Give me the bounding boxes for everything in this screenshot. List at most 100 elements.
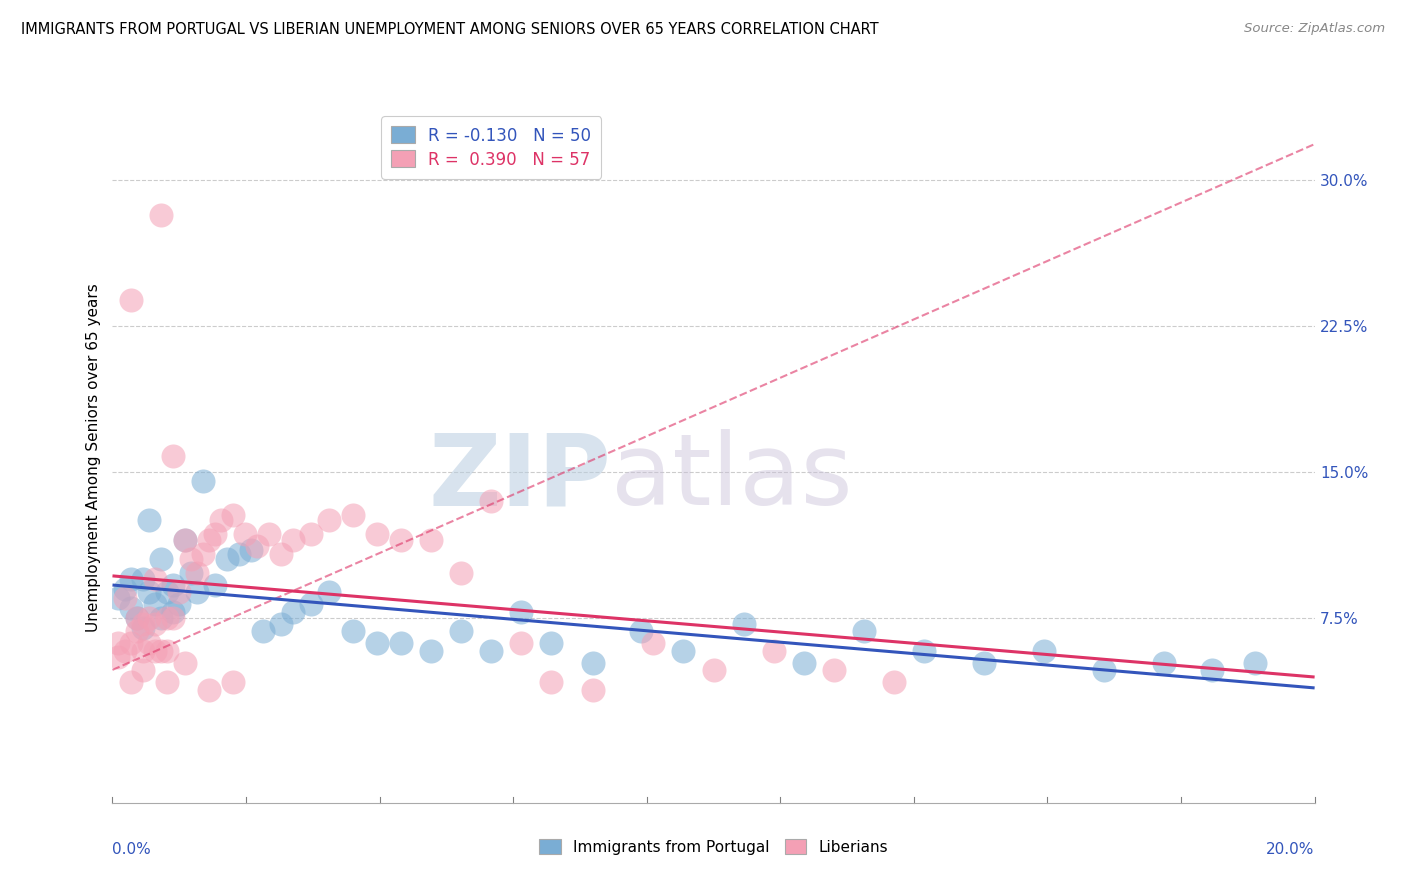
Point: [257, 527, 280, 541]
Point: [852, 624, 875, 639]
Point: [215, 552, 238, 566]
Point: [318, 513, 340, 527]
Point: [167, 585, 190, 599]
Point: [793, 656, 815, 670]
Point: [131, 572, 153, 586]
Point: [1153, 656, 1175, 670]
Point: [1033, 644, 1056, 658]
Text: ZIP: ZIP: [429, 429, 612, 526]
Point: [366, 527, 388, 541]
Point: [162, 611, 184, 625]
Point: [131, 644, 153, 658]
Point: [125, 611, 148, 625]
Point: [191, 547, 214, 561]
Point: [114, 591, 136, 606]
Point: [252, 624, 274, 639]
Point: [883, 675, 905, 690]
Point: [479, 644, 502, 658]
Point: [479, 494, 502, 508]
Point: [180, 552, 202, 566]
Point: [120, 601, 142, 615]
Point: [643, 636, 665, 650]
Point: [186, 566, 208, 580]
Point: [733, 616, 755, 631]
Point: [149, 611, 172, 625]
Point: [149, 208, 172, 222]
Point: [143, 597, 166, 611]
Point: [138, 585, 160, 599]
Point: [222, 508, 245, 522]
Point: [270, 616, 292, 631]
Y-axis label: Unemployment Among Seniors over 65 years: Unemployment Among Seniors over 65 years: [86, 283, 101, 632]
Point: [114, 644, 136, 658]
Point: [228, 547, 250, 561]
Point: [131, 621, 153, 635]
Point: [1201, 664, 1223, 678]
Point: [162, 449, 184, 463]
Legend: Immigrants from Portugal, Liberians: Immigrants from Portugal, Liberians: [533, 832, 894, 861]
Point: [973, 656, 995, 670]
Point: [191, 475, 214, 489]
Point: [162, 605, 184, 619]
Point: [420, 533, 443, 547]
Point: [114, 582, 136, 596]
Point: [540, 636, 562, 650]
Point: [107, 636, 129, 650]
Point: [281, 533, 304, 547]
Point: [762, 644, 785, 658]
Point: [630, 624, 652, 639]
Point: [131, 664, 153, 678]
Point: [318, 585, 340, 599]
Point: [389, 533, 412, 547]
Point: [138, 611, 160, 625]
Point: [702, 664, 725, 678]
Point: [120, 572, 142, 586]
Point: [239, 542, 262, 557]
Point: [450, 566, 472, 580]
Point: [246, 539, 269, 553]
Point: [672, 644, 695, 658]
Point: [299, 527, 322, 541]
Point: [540, 675, 562, 690]
Point: [131, 616, 153, 631]
Point: [197, 682, 219, 697]
Point: [173, 533, 195, 547]
Text: Source: ZipAtlas.com: Source: ZipAtlas.com: [1244, 22, 1385, 36]
Point: [120, 675, 142, 690]
Point: [222, 675, 245, 690]
Point: [582, 656, 605, 670]
Point: [149, 552, 172, 566]
Point: [143, 616, 166, 631]
Text: IMMIGRANTS FROM PORTUGAL VS LIBERIAN UNEMPLOYMENT AMONG SENIORS OVER 65 YEARS CO: IMMIGRANTS FROM PORTUGAL VS LIBERIAN UNE…: [21, 22, 879, 37]
Point: [420, 644, 443, 658]
Point: [912, 644, 935, 658]
Point: [173, 533, 195, 547]
Point: [823, 664, 845, 678]
Point: [510, 636, 533, 650]
Point: [125, 624, 148, 639]
Point: [149, 644, 172, 658]
Point: [197, 533, 219, 547]
Point: [143, 644, 166, 658]
Point: [120, 636, 142, 650]
Point: [107, 649, 129, 664]
Text: atlas: atlas: [612, 429, 853, 526]
Point: [1243, 656, 1265, 670]
Point: [155, 611, 177, 625]
Text: 20.0%: 20.0%: [1267, 842, 1315, 856]
Point: [366, 636, 388, 650]
Point: [510, 605, 533, 619]
Point: [342, 508, 364, 522]
Point: [281, 605, 304, 619]
Point: [167, 597, 190, 611]
Point: [125, 611, 148, 625]
Point: [342, 624, 364, 639]
Point: [204, 577, 226, 591]
Point: [1092, 664, 1115, 678]
Point: [138, 636, 160, 650]
Point: [299, 597, 322, 611]
Point: [209, 513, 232, 527]
Point: [270, 547, 292, 561]
Point: [450, 624, 472, 639]
Point: [138, 513, 160, 527]
